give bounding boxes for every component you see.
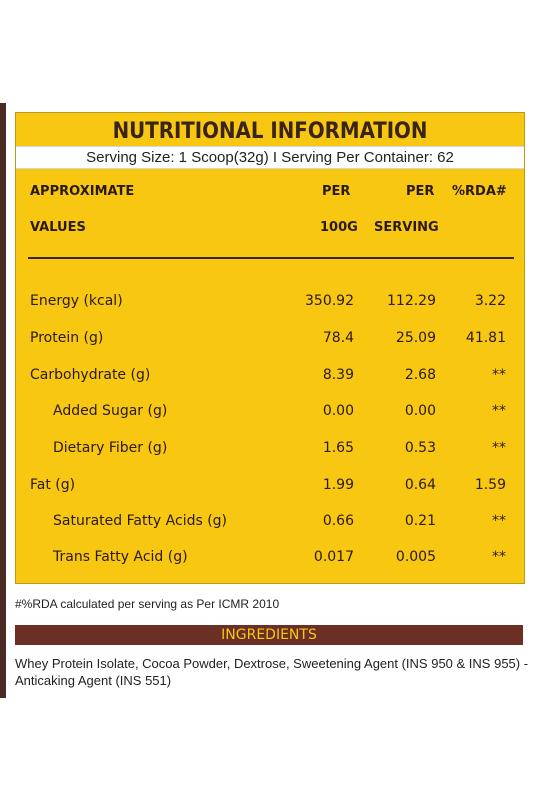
header-per-serving-line2: SERVING	[374, 220, 439, 235]
row-per-serving: 25.09	[395, 330, 436, 346]
row-per100g: 78.4	[322, 330, 354, 346]
row-per100g: 0.66	[322, 513, 354, 529]
row-per-serving: 0.53	[404, 440, 436, 456]
row-per100g: 1.99	[322, 477, 354, 493]
ingredients-text: Whey Protein Isolate, Cocoa Powder, Dext…	[15, 656, 529, 688]
row-per-serving: 0.21	[404, 513, 436, 529]
row-rda: **	[492, 549, 506, 565]
header-per-serving-line1: PER	[406, 184, 435, 199]
row-label: Energy (kcal)	[30, 293, 123, 309]
header-divider	[28, 257, 514, 259]
ingredients-header-bar: INGREDIENTS	[15, 625, 523, 645]
row-label: Added Sugar (g)	[53, 403, 168, 419]
header-rda: %RDA#	[452, 184, 507, 199]
row-rda: **	[492, 367, 506, 383]
row-rda: 41.81	[465, 330, 506, 346]
header-values: VALUES	[30, 220, 86, 235]
header-approximate: APPROXIMATE	[30, 184, 135, 199]
row-rda: 1.59	[474, 477, 506, 493]
row-label: Fat (g)	[30, 477, 76, 493]
ingredients-title: INGREDIENTS	[221, 627, 317, 643]
row-per-serving: 0.005	[395, 549, 436, 565]
panel-title: NUTRITIONAL INFORMATION	[112, 119, 428, 144]
nutrition-panel: NUTRITIONAL INFORMATION Serving Size: 1 …	[15, 112, 525, 584]
row-per100g: 0.00	[322, 403, 354, 419]
row-per-serving: 0.00	[404, 403, 436, 419]
row-per100g: 1.65	[322, 440, 354, 456]
header-per-100g-line1: PER	[322, 184, 351, 199]
row-label: Carbohydrate (g)	[30, 367, 151, 383]
row-rda: **	[492, 403, 506, 419]
header-per-100g-line2: 100G	[320, 220, 358, 235]
serving-info: Serving Size: 1 Scoop(32g) I Serving Per…	[16, 146, 524, 169]
row-per100g: 0.017	[313, 549, 354, 565]
rda-footnote: #%RDA calculated per serving as Per ICMR…	[15, 597, 280, 611]
row-per-serving: 112.29	[387, 293, 436, 309]
row-label: Trans Fatty Acid (g)	[53, 549, 188, 565]
row-label: Protein (g)	[30, 330, 104, 346]
row-rda: 3.22	[474, 293, 506, 309]
row-label: Dietary Fiber (g)	[53, 440, 168, 456]
left-edge-strip	[0, 103, 6, 698]
row-per100g: 350.92	[305, 293, 354, 309]
row-rda: **	[492, 513, 506, 529]
row-per100g: 8.39	[322, 367, 354, 383]
row-rda: **	[492, 440, 506, 456]
row-per-serving: 2.68	[404, 367, 436, 383]
row-per-serving: 0.64	[404, 477, 436, 493]
row-label: Saturated Fatty Acids (g)	[53, 513, 228, 529]
